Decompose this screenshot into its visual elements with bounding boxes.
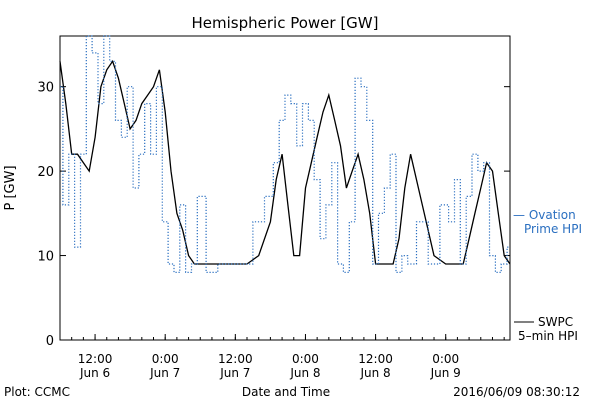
x-tick-date-1: Jun 7	[149, 366, 180, 380]
legend-swpc-line1: SWPC	[538, 315, 573, 329]
x-tick-label-1: 0:00	[152, 352, 179, 366]
x-tick-date-3: Jun 8	[289, 366, 320, 380]
x-tick-label-0: 12:00	[78, 352, 113, 366]
x-tick-label-2: 12:00	[218, 352, 253, 366]
y-axis-label: P [GW]	[3, 165, 18, 210]
legend-ovation-line2: Prime HPI	[524, 222, 582, 236]
footer-timestamp: 2016/06/09 08:30:12	[453, 385, 580, 399]
x-axis-label: Date and Time	[242, 385, 330, 399]
plot-frame	[59, 35, 511, 341]
y-axis: 0 10 20 30	[37, 81, 510, 349]
legend-swpc-line2: 5–min HPI	[518, 329, 578, 343]
plot-area	[59, 35, 511, 341]
x-tick-label-3: 0:00	[292, 352, 319, 366]
x-tick-date-5: Jun 9	[430, 366, 461, 380]
x-tick-date-0: Jun 6	[79, 366, 110, 380]
x-tick-label-5: 0:00	[432, 352, 459, 366]
series-line-swpc	[59, 59, 511, 265]
y-tick-label-0: 0	[46, 334, 54, 349]
y-tick-label-2: 20	[37, 165, 54, 180]
footer-credit: Plot: CCMC	[4, 385, 70, 399]
series-layer	[59, 35, 511, 273]
chart-title: Hemispheric Power [GW]	[192, 14, 379, 32]
x-tick-date-4: Jun 8	[359, 366, 390, 380]
y-tick-label-3: 30	[37, 81, 54, 96]
y-tick-label-1: 10	[37, 250, 54, 265]
x-tick-date-2: Jun 7	[219, 366, 250, 380]
series-line-ovation-prime	[60, 35, 510, 273]
legend: — Ovation Prime HPI SWPC 5–min HPI	[513, 208, 582, 343]
x-tick-label-4: 12:00	[358, 352, 393, 366]
legend-ovation-line1: — Ovation	[513, 208, 576, 222]
